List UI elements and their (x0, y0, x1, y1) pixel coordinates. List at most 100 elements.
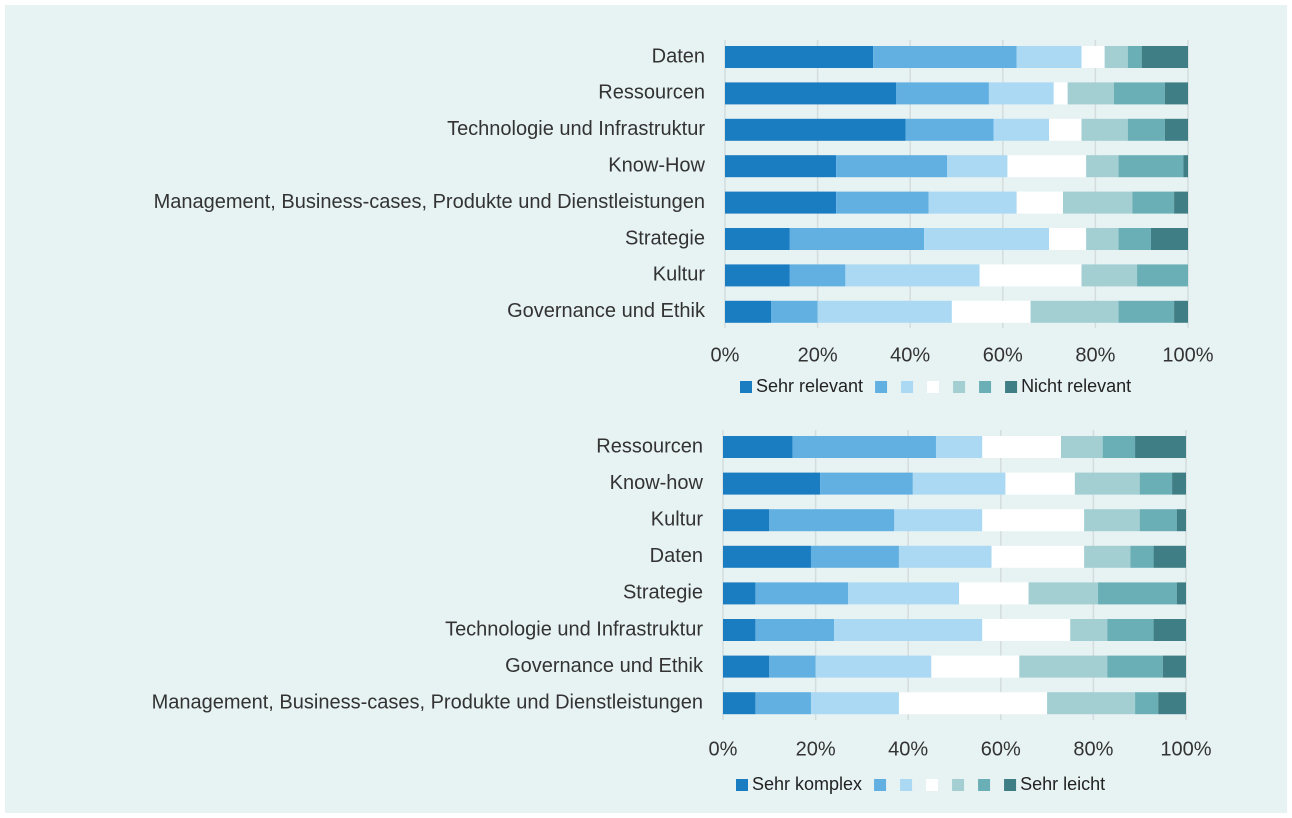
x-tick-label: 20% (796, 738, 836, 760)
bar-segment (1074, 472, 1140, 495)
legend-swatch (1005, 381, 1018, 393)
bar-segment (820, 472, 913, 495)
bar-segment (1118, 155, 1184, 178)
bar-segment (817, 300, 952, 323)
bar-segment (898, 692, 1048, 715)
legend-swatch (1004, 779, 1017, 791)
bar-segment (912, 472, 1006, 495)
bar-segment (1081, 264, 1138, 287)
bar-segment (755, 692, 811, 715)
bar-segment (1049, 118, 1082, 141)
bar-segment (1067, 82, 1114, 105)
bar-segment (1060, 436, 1103, 458)
bar-segment (1135, 692, 1159, 715)
bar-segment (1132, 191, 1175, 214)
bar-segment (1176, 509, 1186, 532)
bar-segment (723, 509, 770, 532)
x-tick-label: 0% (711, 344, 740, 366)
bar-segment (931, 655, 1020, 678)
category-label: Technologie und Infrastruktur (447, 118, 705, 140)
bar-segment (836, 191, 929, 214)
bar-segment (1030, 300, 1119, 323)
category-label: Governance und Ethik (505, 655, 704, 677)
bar-segment (725, 191, 837, 214)
legend-label: Sehr relevant (756, 376, 863, 396)
category-label: Governance und Ethik (507, 300, 706, 322)
bar-segment (1153, 619, 1186, 641)
bar-segment (723, 582, 756, 605)
bar-segment (1107, 619, 1154, 641)
bar-segment (905, 118, 994, 141)
category-label: Know-How (608, 154, 705, 176)
bar-segment (1153, 545, 1186, 568)
bar-segment (979, 264, 1082, 287)
category-label: Technologie und Infrastruktur (445, 618, 703, 640)
bar-segment (789, 228, 925, 250)
bar-segment (725, 155, 837, 178)
legend-swatch (740, 381, 752, 393)
category-label: Ressourcen (598, 82, 705, 104)
bar-segment (1113, 82, 1165, 105)
bar-segment (947, 155, 1008, 178)
category-label: Strategie (625, 227, 705, 249)
bar-segment (1047, 692, 1136, 715)
bar-segment (1007, 155, 1087, 178)
bar-segment (898, 545, 992, 568)
bar-segment (991, 545, 1085, 568)
bar-segment (1016, 46, 1082, 68)
bar-segment (1086, 228, 1119, 250)
bar-segment (924, 228, 1050, 250)
bar-segment (1164, 118, 1188, 141)
bar-segment (1081, 46, 1105, 68)
bar-segment (894, 509, 983, 532)
bar-segment (959, 582, 1029, 605)
bar-segment (1016, 191, 1063, 214)
x-tick-label: 40% (888, 738, 928, 760)
bar-segment (1162, 655, 1186, 678)
bar-segment (755, 619, 835, 641)
bar-segment (815, 655, 932, 678)
category-label: Ressourcen (596, 435, 703, 457)
bar-segment (792, 436, 936, 458)
bar-segment (725, 228, 790, 250)
legend-swatch (979, 381, 992, 393)
x-tick-label: 0% (709, 738, 738, 760)
bar-segment (1139, 472, 1173, 495)
legend-label: Nicht relevant (1021, 376, 1131, 396)
bar-segment (834, 619, 983, 641)
bar-segment (725, 118, 906, 141)
bar-segment (789, 264, 846, 287)
category-label: Know-how (610, 472, 704, 494)
bar-segment (845, 264, 980, 287)
bar-segment (723, 692, 756, 715)
bar-segment (723, 619, 756, 641)
bar-segment (836, 155, 948, 178)
bar-segment (935, 436, 983, 458)
legend-swatch (901, 381, 914, 393)
legend-swatch (952, 779, 965, 791)
bar-segment (1141, 46, 1188, 68)
bar-segment (723, 545, 811, 568)
bar-segment (810, 692, 899, 715)
legend-swatch (978, 779, 991, 791)
bar-segment (848, 582, 960, 605)
category-label: Strategie (623, 582, 703, 604)
bar-segment (723, 472, 821, 495)
x-tick-label: 60% (983, 344, 1023, 366)
bar-segment (1053, 82, 1068, 105)
bar-segment (982, 509, 1085, 532)
x-tick-label: 60% (981, 738, 1021, 760)
x-tick-label: 20% (798, 344, 838, 366)
bar-segment (1049, 228, 1087, 250)
bar-segment (725, 300, 772, 323)
bar-segment (1104, 46, 1128, 68)
bar-segment (725, 82, 897, 105)
x-tick-label: 80% (1075, 344, 1115, 366)
bar-segment (1118, 300, 1175, 323)
bar-segment (928, 191, 1017, 214)
bar-segment (810, 545, 899, 568)
bar-segment (1150, 228, 1188, 250)
bar-segment (725, 46, 874, 68)
legend-swatch (927, 381, 940, 393)
